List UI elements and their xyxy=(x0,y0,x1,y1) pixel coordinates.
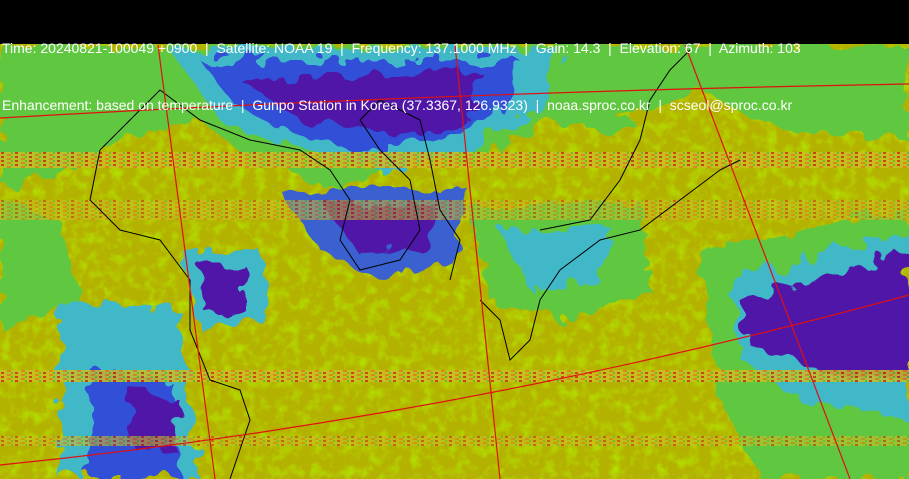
coastlines xyxy=(89,49,741,479)
info-header: Time: 20240821-100049 +0900 | Satellite:… xyxy=(0,0,909,113)
info-line: Time: 20240821-100049 +0900 | Satellite:… xyxy=(2,40,801,56)
noise-bands xyxy=(0,152,909,446)
info-line: Enhancement: based on temperature | Gunp… xyxy=(2,97,793,113)
graticule xyxy=(0,44,909,479)
